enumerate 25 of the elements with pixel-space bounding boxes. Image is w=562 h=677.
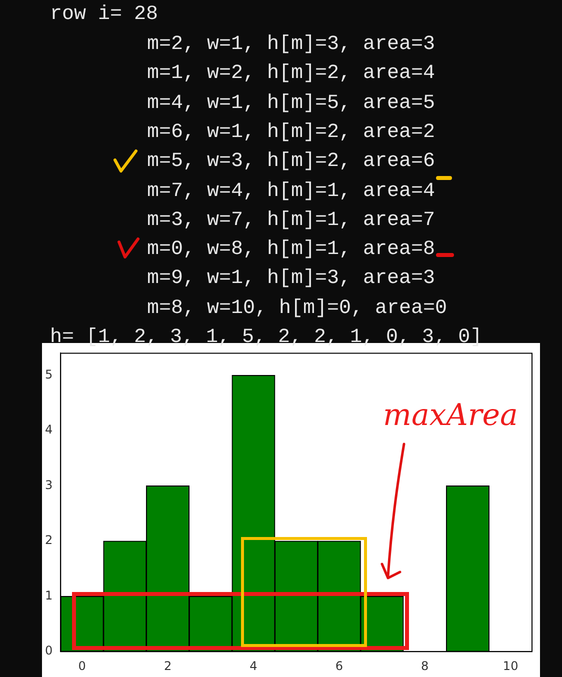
text: h= [1, 2, 3, 1, 5, 2, 2, 1, 0, 3, 0]: [50, 326, 482, 350]
text: m=4, w=1, h[m]=5, area=5: [147, 92, 436, 116]
text: m=9, w=1, h[m]=3, area=3: [147, 267, 436, 292]
text: m=0, w=8, h[m]=1, area=8: [147, 238, 436, 262]
x-tick-label: 2: [164, 658, 172, 673]
text: m=3, w=7, h[m]=1, area=7: [147, 208, 436, 233]
text: m=2, w=1, h[m]=3, area=3: [147, 33, 436, 57]
y-tick-label: 3: [44, 478, 53, 492]
x-tick-label: 8: [421, 658, 429, 673]
y-tick-label: 0: [44, 644, 53, 658]
x-tick-label: 10: [502, 658, 518, 673]
y-tick-label: 2: [44, 533, 53, 548]
annotation: maxArea: [383, 398, 518, 433]
text: m=8, w=10, h[m]=0, area=0: [147, 296, 448, 321]
text: m=1, w=2, h[m]=2, area=4: [147, 62, 436, 86]
text: m=7, w=4, h[m]=1, area=4: [147, 180, 436, 204]
text: m=5, w=3, h[m]=2, area=6: [147, 150, 436, 174]
y-tick-label: 4: [44, 422, 53, 437]
x-tick-label: 0: [78, 658, 86, 673]
x-tick-label: 4: [250, 658, 258, 673]
text: m=6, w=1, h[m]=2, area=2: [147, 120, 436, 145]
chart-title: row i= 28: [50, 3, 158, 27]
x-tick-label: 6: [335, 658, 343, 673]
y-tick-label: 1: [44, 588, 53, 602]
y-tick-label: 5: [44, 367, 53, 382]
